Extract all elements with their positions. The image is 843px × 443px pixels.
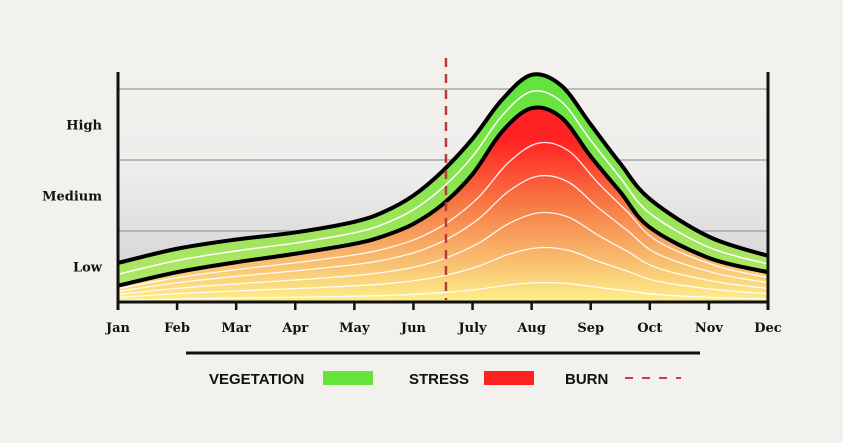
x-label-feb: Feb [164, 321, 190, 336]
x-label-nov: Nov [695, 321, 724, 336]
y-label-medium: Medium [42, 190, 102, 205]
stress-contour-line [117, 141, 769, 290]
x-label-jan: Jan [105, 321, 131, 336]
vegetation-line [117, 72, 769, 265]
stress-contour-line [117, 211, 769, 296]
x-label-apr: Apr [281, 321, 308, 336]
stress-line [117, 105, 769, 288]
x-label-may: May [339, 321, 370, 336]
legend-swatch [484, 371, 534, 385]
legend-item-stress: STRESS [409, 371, 534, 388]
x-label-aug: Aug [516, 321, 546, 336]
legend-label: STRESS [409, 371, 469, 388]
x-label-mar: Mar [221, 321, 251, 336]
legend-item-vegetation: VEGETATION [209, 371, 373, 388]
stress-contour-line [117, 246, 769, 299]
legend-label: VEGETATION [209, 371, 304, 388]
stress-contour-line [117, 174, 769, 293]
y-label-low: Low [73, 261, 103, 276]
y-label-high: High [66, 119, 102, 134]
vegetation-mid-line [117, 90, 769, 276]
x-label-sep: Sep [577, 321, 604, 336]
stress-contour-line [117, 281, 769, 302]
x-label-july: July [457, 321, 487, 336]
legend-swatch [323, 371, 373, 385]
x-label-oct: Oct [637, 321, 662, 336]
x-label-dec: Dec [754, 321, 782, 336]
legend-item-burn: BURN [565, 371, 681, 388]
legend-label: BURN [565, 371, 608, 388]
x-label-jun: Jun [400, 321, 427, 336]
